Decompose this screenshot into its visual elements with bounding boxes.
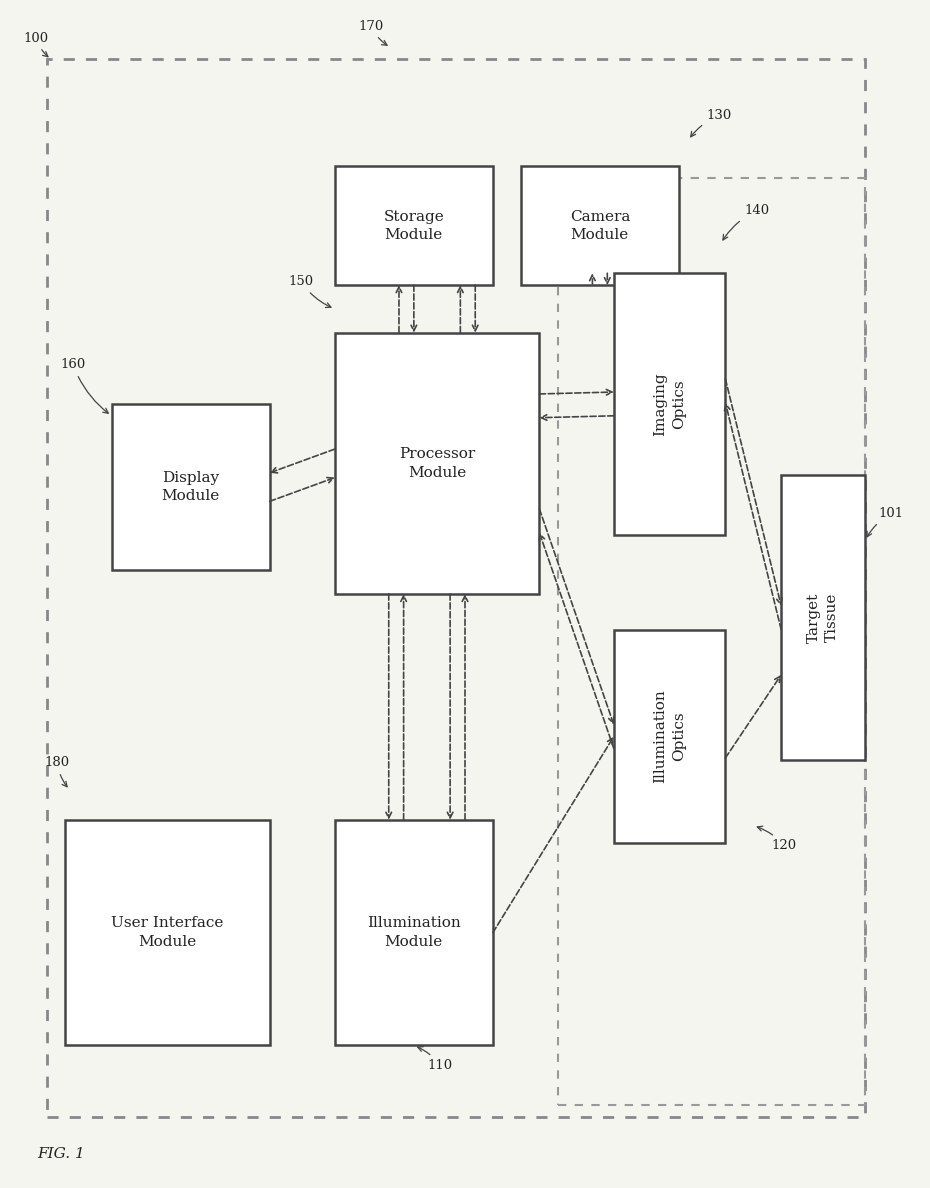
- Text: Illumination
Module: Illumination Module: [367, 916, 460, 949]
- Text: Display
Module: Display Module: [162, 470, 219, 504]
- Text: Illumination
Optics: Illumination Optics: [654, 690, 685, 783]
- Bar: [614, 273, 725, 535]
- Bar: [335, 166, 493, 285]
- Bar: [65, 820, 270, 1045]
- Text: Target
Tissue: Target Tissue: [807, 593, 839, 643]
- Text: 150: 150: [288, 276, 331, 308]
- Bar: [521, 166, 679, 285]
- Text: 130: 130: [691, 109, 732, 137]
- Text: 101: 101: [867, 507, 904, 537]
- Bar: [46, 59, 865, 1117]
- Text: Imaging
Optics: Imaging Optics: [654, 372, 685, 436]
- Text: Storage
Module: Storage Module: [383, 209, 445, 242]
- Text: 170: 170: [358, 20, 387, 45]
- Bar: [781, 475, 865, 760]
- Text: Camera
Module: Camera Module: [570, 209, 630, 242]
- Text: 180: 180: [45, 757, 70, 786]
- Bar: [335, 820, 493, 1045]
- Bar: [112, 404, 270, 570]
- Text: 160: 160: [60, 359, 108, 413]
- Text: Processor
Module: Processor Module: [399, 447, 475, 480]
- Bar: [335, 333, 539, 594]
- Text: 140: 140: [723, 204, 769, 240]
- Bar: [614, 630, 725, 843]
- Text: 120: 120: [757, 826, 797, 853]
- Bar: [558, 178, 865, 1105]
- Text: User Interface
Module: User Interface Module: [112, 916, 223, 949]
- Text: 110: 110: [418, 1047, 453, 1073]
- Text: 100: 100: [23, 32, 48, 57]
- Text: FIG. 1: FIG. 1: [37, 1148, 85, 1162]
